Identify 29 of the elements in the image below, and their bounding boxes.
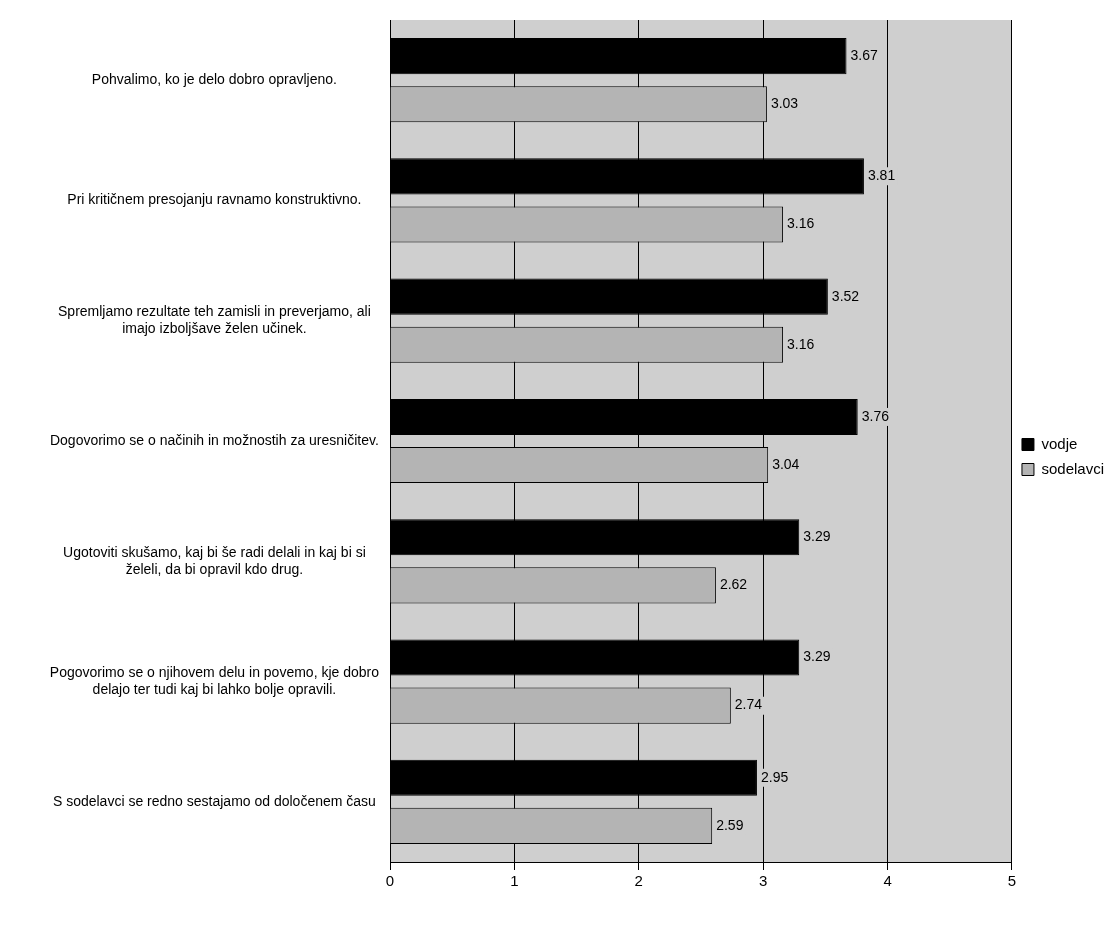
data-label: 3.52 [831,287,860,304]
data-label: 3.16 [787,215,815,232]
x-tick-label: 1 [510,872,519,890]
legend-label: sodelavci [1041,459,1105,477]
data-label: 3.04 [772,455,800,472]
data-label: 3.81 [867,167,896,184]
x-tick-label: 4 [883,872,892,890]
y-tick-label: Ugotoviti skušamo, kaj bi še radi delali in kaj bi si želeli, da bi opravil kdo drug. [63,543,366,577]
data-label: 3.29 [803,648,831,665]
data-label: 2.59 [716,816,744,833]
y-tick-label: S sodelavci se redno sestajamo od določenem času [52,792,376,809]
data-label: 3.67 [850,46,878,63]
y-tick-label: Dogovorimo se o načinih in možnostih za uresničitev. [49,431,379,448]
data-label: 3.03 [770,95,799,112]
data-label: 3.29 [803,528,831,545]
y-tick-label: Pri kritičnem presojanju ravnamo konstruktivno. [67,191,362,208]
legend-label: vodje [1041,434,1078,452]
y-tick-label: Pogovorimo se o njihovem delu in povemo, kje dobro delajo ter tudi kaj bi lahko bolje opravili. [49,664,380,697]
x-tick-label: 2 [634,872,643,890]
x-tick-label: 3 [759,872,768,890]
data-label: 2.74 [734,696,763,713]
x-tick-label: 0 [385,872,395,890]
x-tick-label: 5 [1007,872,1017,890]
data-label: 2.62 [719,576,748,593]
data-label: 2.95 [760,768,789,785]
y-tick-label: Pohvalimo, ko je delo dobro opravljeno. [91,71,337,87]
data-label: 3.16 [787,335,815,352]
y-tick-label: Spremljamo rezultate teh zamisli in preverjamo, ali imajo izboljšave želen učinek. [58,303,371,336]
data-label: 3.76 [861,407,890,424]
